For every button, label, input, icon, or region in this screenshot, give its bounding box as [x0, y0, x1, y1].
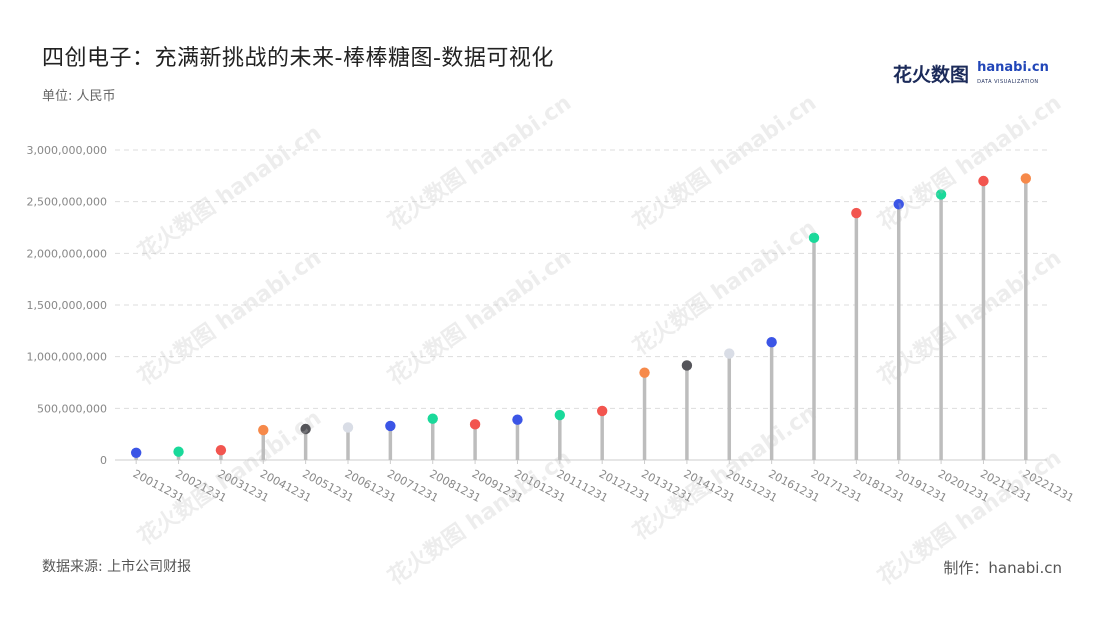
- lollipop-point: [385, 420, 396, 432]
- logo-en-text: hanabi.cn: [977, 59, 1049, 75]
- lollipop-point: [258, 424, 269, 436]
- lollipop-point: [469, 419, 481, 430]
- lollipop-point: [342, 422, 354, 433]
- lollipop-point: [554, 409, 566, 421]
- lollipop-point: [766, 337, 777, 348]
- y-tick-label: 0: [100, 454, 107, 467]
- unit-label: 单位: 人民币: [42, 89, 116, 104]
- logo-cn-text: 花火数图: [893, 64, 970, 86]
- lollipop-point: [173, 446, 184, 457]
- lollipop-point: [808, 232, 820, 244]
- lollipop-point: [724, 348, 735, 359]
- source-label: 数据来源: 上市公司财报: [42, 559, 192, 575]
- lollipop-point: [1020, 173, 1032, 184]
- lollipop-point: [851, 207, 862, 219]
- lollipop-point: [215, 444, 227, 456]
- lollipop-point: [130, 447, 142, 458]
- y-tick-label: 1,000,000,000: [27, 351, 107, 364]
- lollipop-point: [512, 414, 523, 425]
- y-tick-label: 500,000,000: [37, 402, 107, 415]
- y-tick-label: 1,500,000,000: [27, 299, 107, 312]
- lollipop-point: [893, 199, 904, 210]
- lollipop-point: [300, 423, 311, 435]
- lollipop-point: [978, 175, 989, 187]
- lollipop-point: [681, 360, 693, 371]
- lollipop-point: [935, 189, 947, 200]
- brand-logo: 花火数图 hanabi.cn DATA VISUALIZATION: [893, 60, 1049, 87]
- y-tick-label: 2,000,000,000: [27, 247, 107, 260]
- logo-en-subtext: DATA VISUALIZATION: [977, 78, 1039, 85]
- lollipop-point: [639, 367, 650, 378]
- lollipop-point: [596, 405, 608, 417]
- y-tick-label: 2,500,000,000: [27, 196, 107, 209]
- y-tick-label: 3,000,000,000: [27, 144, 107, 157]
- logo-en-block: hanabi.cn DATA VISUALIZATION: [977, 61, 1049, 87]
- lollipop-point: [427, 413, 438, 424]
- maker-label: 制作：hanabi.cn: [943, 559, 1062, 577]
- chart-title: 四创电子：充满新挑战的未来-棒棒糖图-数据可视化: [42, 46, 554, 71]
